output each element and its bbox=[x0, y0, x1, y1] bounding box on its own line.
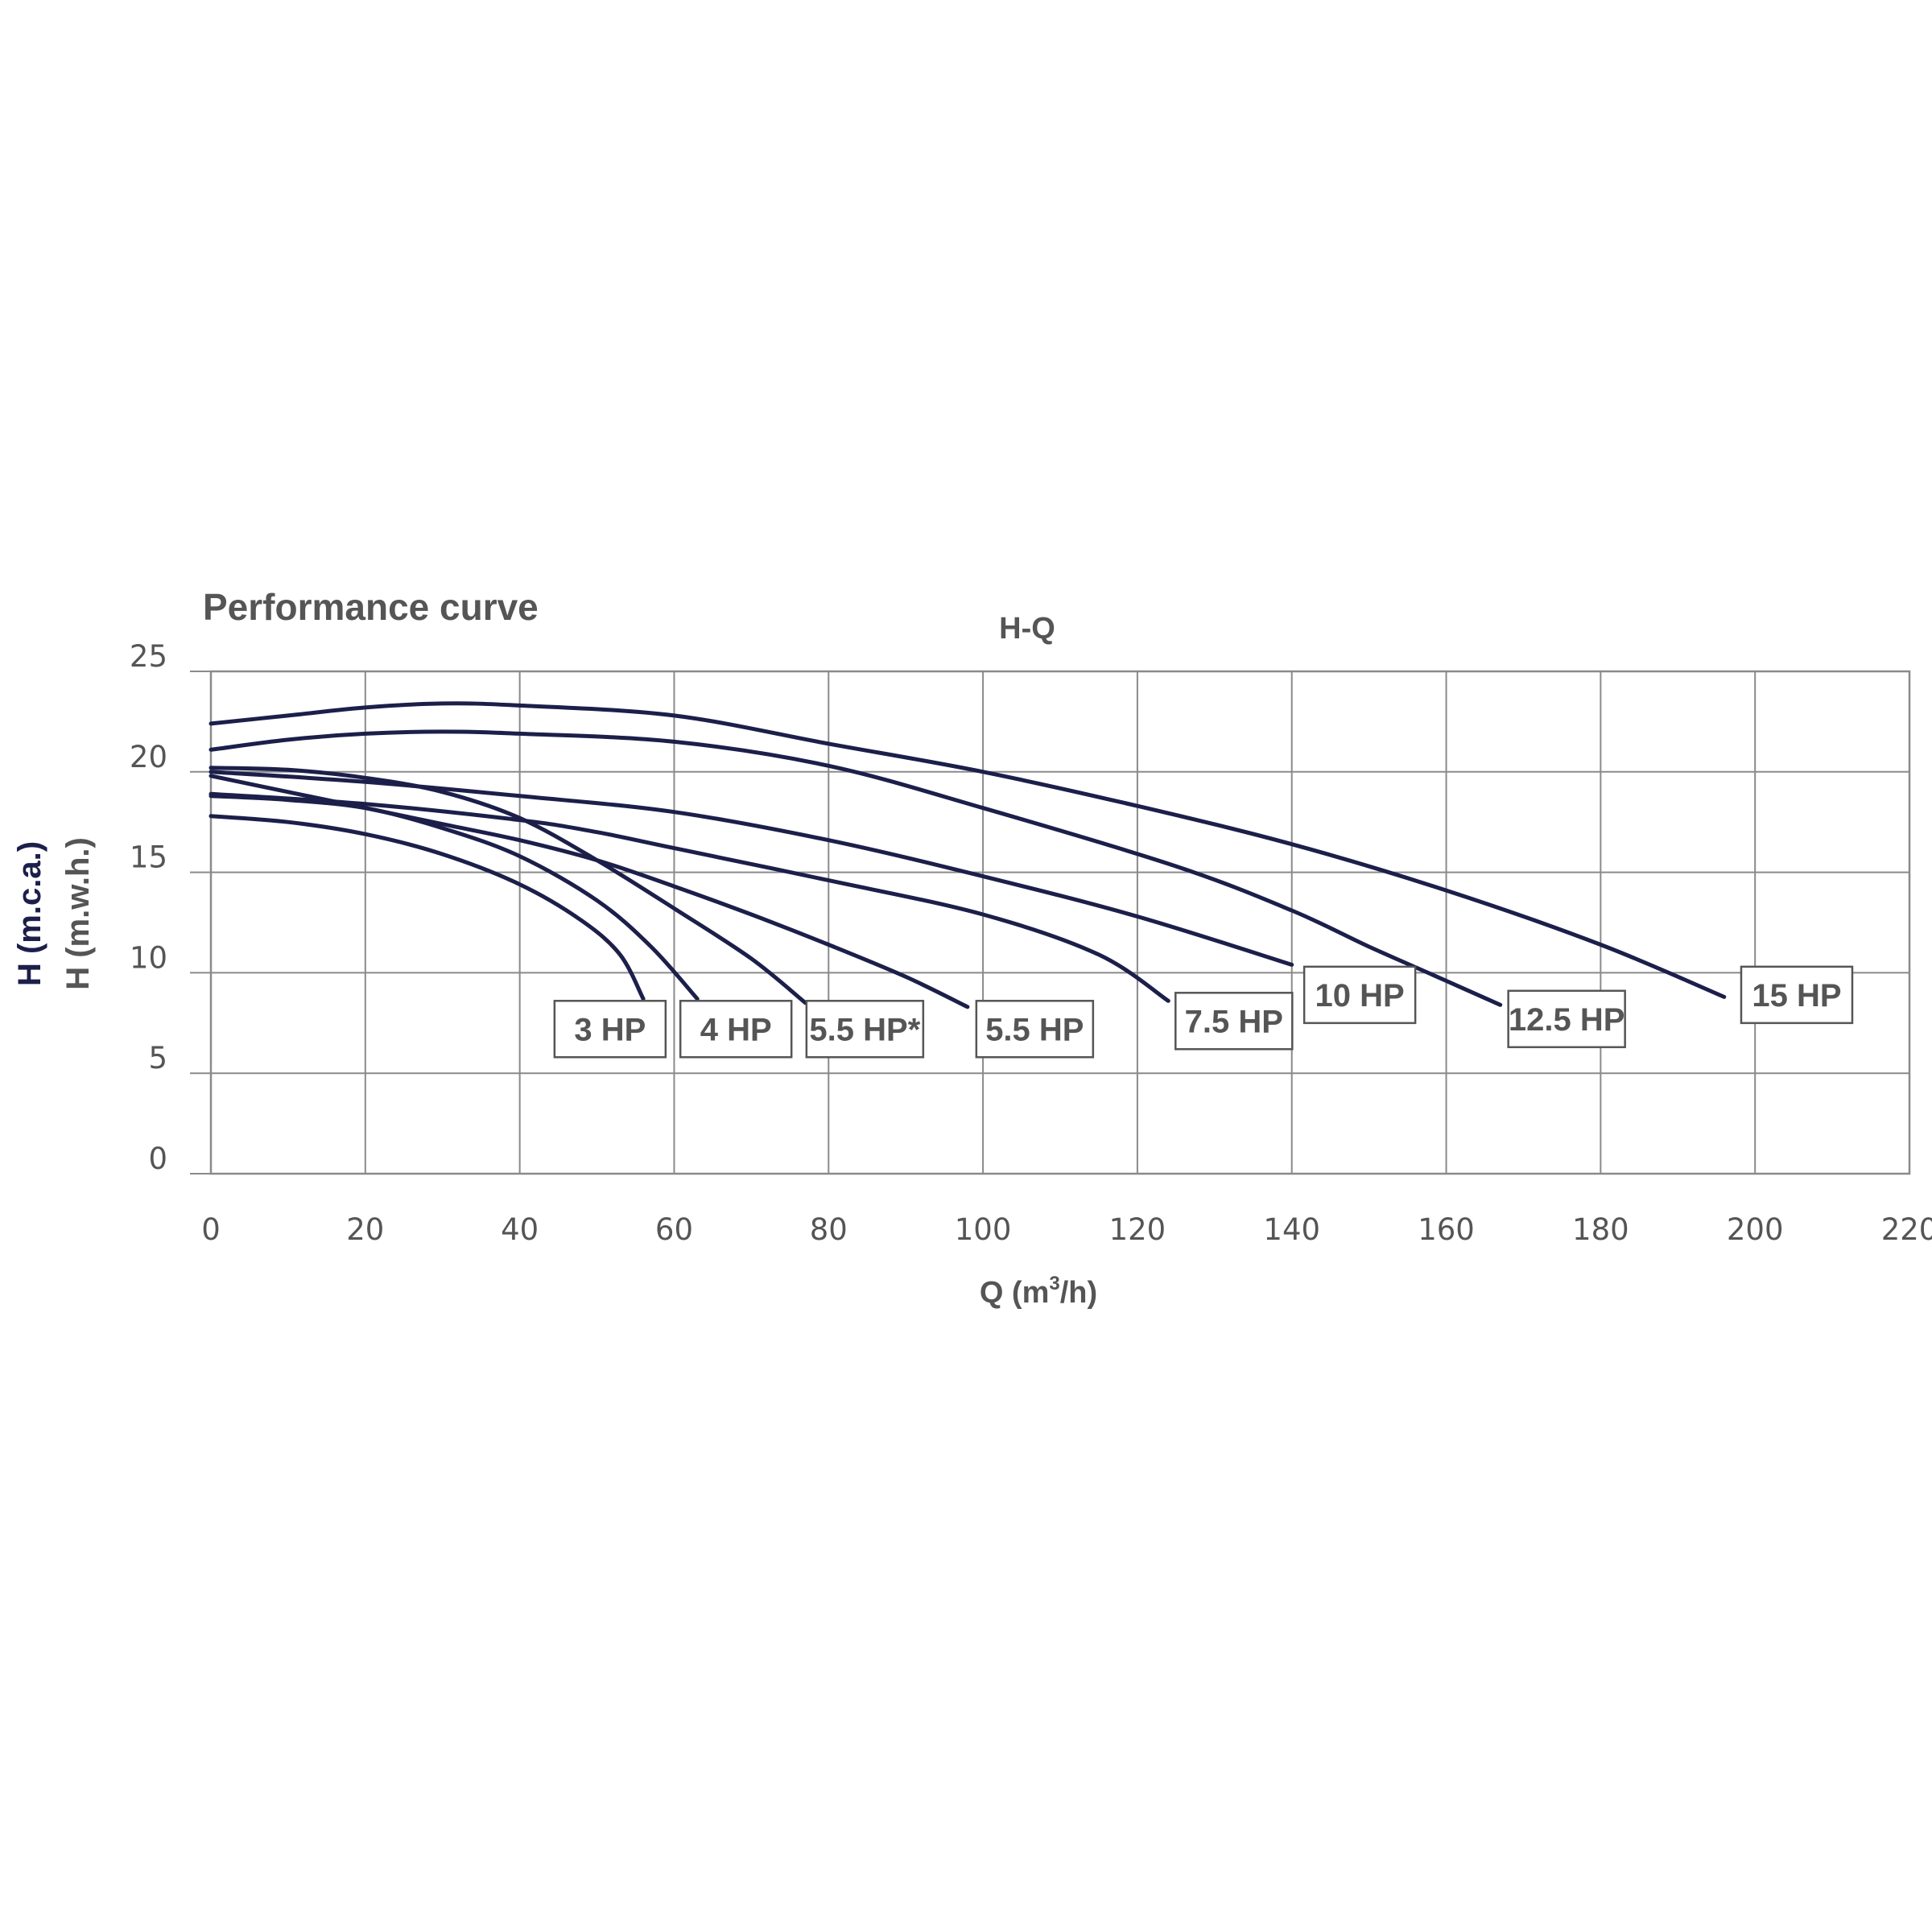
y-tick-label-5: 5 bbox=[148, 1041, 167, 1075]
curve-label-5-5-hp-star: 5.5 HP* bbox=[805, 1000, 925, 1059]
curve-12-5-hp bbox=[208, 729, 1503, 1007]
curve-15-hp bbox=[208, 701, 1727, 999]
curve-label-box bbox=[805, 1000, 925, 1059]
curve-layer bbox=[208, 701, 1727, 1009]
y-axis-label-primary: H (m.c.a.) bbox=[12, 841, 47, 986]
curve-label-box bbox=[1740, 965, 1854, 1025]
x-tick-label-220: 220 bbox=[1881, 1212, 1932, 1247]
curve-label-text: 5.5 HP* bbox=[809, 1012, 920, 1047]
x-tick-label-140: 140 bbox=[1263, 1212, 1320, 1247]
plot-frame bbox=[209, 670, 1911, 1175]
curve-label-10-hp: 10 HP bbox=[1302, 965, 1417, 1025]
y-tick-label-25: 25 bbox=[130, 639, 167, 674]
x-axis-label-superscript: 3 bbox=[1049, 1273, 1059, 1294]
y-tick-label-0: 0 bbox=[148, 1141, 167, 1176]
y-tick-label-15: 15 bbox=[130, 840, 167, 875]
curve-label-3-hp: 3 HP bbox=[553, 1000, 667, 1059]
curve-label-box bbox=[1174, 992, 1294, 1051]
curve-label-text: 4 HP bbox=[700, 1012, 772, 1047]
curve-label-text: 7.5 HP bbox=[1185, 1004, 1283, 1039]
x-tick-label-80: 80 bbox=[810, 1212, 848, 1247]
chart-subtitle: H-Q bbox=[999, 612, 1055, 646]
x-axis-label-end: /h) bbox=[1060, 1276, 1097, 1310]
curve-label-layer: 3 HP 4 HP 5.5 HP* 5.5 HP 7.5 HP 10 HP 12.5 HP 1… bbox=[553, 965, 1854, 1059]
x-tick-label-180: 180 bbox=[1572, 1212, 1629, 1247]
chart-title: Performance curve bbox=[203, 586, 539, 628]
x-tick-label-100: 100 bbox=[955, 1212, 1012, 1247]
curve-label-4-hp: 4 HP bbox=[679, 1000, 793, 1059]
x-tick-label-20: 20 bbox=[346, 1212, 384, 1247]
x-tick-label-120: 120 bbox=[1109, 1212, 1166, 1247]
x-axis-label-main: Q (m bbox=[980, 1276, 1050, 1310]
curve-7-5-hp bbox=[208, 791, 1170, 1003]
curve-label-15-hp: 15 HP bbox=[1740, 965, 1854, 1025]
x-tick-label-200: 200 bbox=[1727, 1212, 1784, 1247]
x-tick-label-160: 160 bbox=[1418, 1212, 1475, 1247]
curve-5-5-hp-star bbox=[208, 766, 807, 1005]
curve-3-hp bbox=[208, 814, 646, 1001]
curve-label-text: 10 HP bbox=[1315, 978, 1405, 1013]
y-tick-label-10: 10 bbox=[130, 940, 167, 975]
x-axis-label: Q (m3/h) bbox=[980, 1273, 1097, 1310]
curve-label-text: 5.5 HP bbox=[985, 1012, 1084, 1047]
curve-label-12-5-hp: 12.5 HP bbox=[1507, 989, 1626, 1049]
curve-label-text: 15 HP bbox=[1752, 978, 1841, 1013]
x-tick-label-40: 40 bbox=[501, 1212, 539, 1247]
curve-label-box bbox=[553, 1000, 667, 1059]
curve-label-box bbox=[1507, 989, 1626, 1049]
curve-label-box bbox=[975, 1000, 1095, 1059]
tick-layer: 0 20 40 60 80 100 120 140 160 180 200 220 0 5 10 15 20 25 bbox=[130, 639, 1932, 1247]
x-tick-label-0: 0 bbox=[201, 1212, 221, 1247]
curve-label-7-5-hp: 7.5 HP bbox=[1174, 992, 1294, 1051]
curve-10-hp bbox=[208, 770, 1294, 967]
curve-label-box bbox=[1302, 965, 1417, 1025]
curve-label-text: 3 HP bbox=[574, 1012, 646, 1047]
curve-label-5-5-hp: 5.5 HP bbox=[975, 1000, 1095, 1059]
grid-layer bbox=[190, 670, 1911, 1175]
curve-label-box bbox=[679, 1000, 793, 1059]
y-axis-label-secondary: H (m.w.h.) bbox=[60, 837, 96, 990]
x-tick-label-60: 60 bbox=[655, 1212, 693, 1247]
y-tick-label-20: 20 bbox=[130, 740, 167, 774]
curve-label-text: 12.5 HP bbox=[1509, 1002, 1625, 1038]
